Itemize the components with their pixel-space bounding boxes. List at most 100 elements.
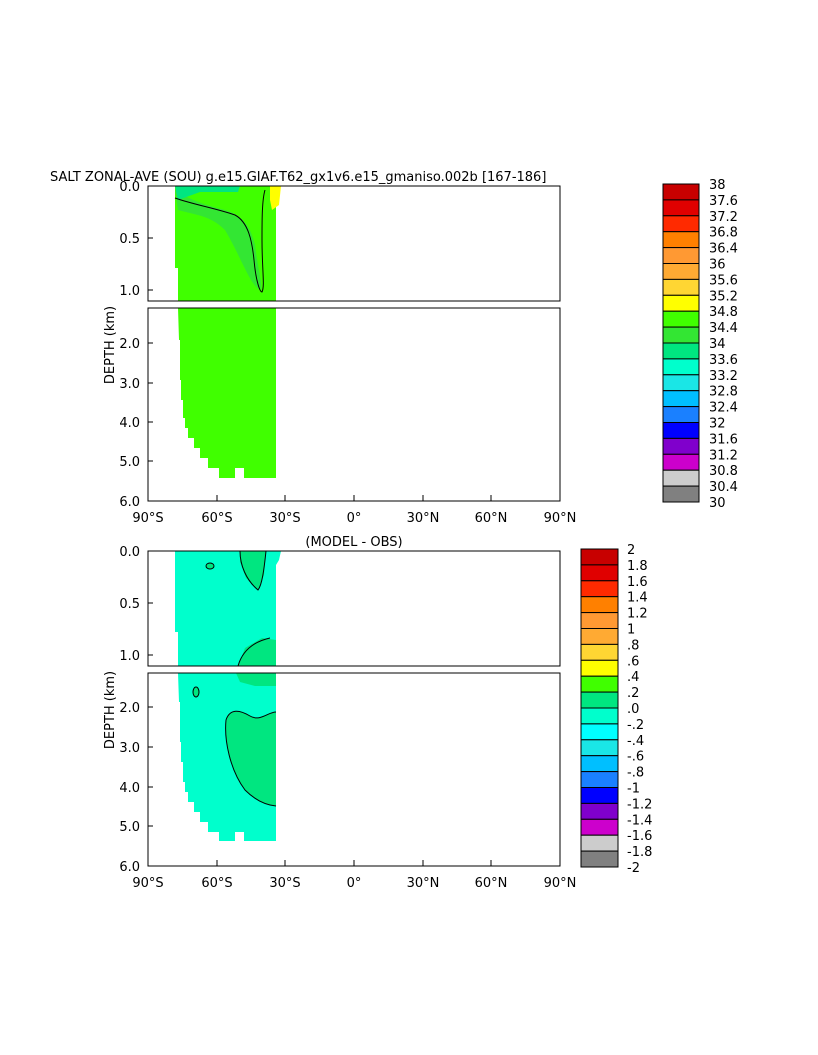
bottom-lower-green-region xyxy=(225,711,276,806)
bottom-upper-frame xyxy=(147,550,561,667)
colorbar-cell xyxy=(580,723,619,741)
top-xtick-6: 90°N xyxy=(544,511,577,526)
colorbar-cell xyxy=(580,612,619,629)
colorbar-cell xyxy=(662,469,700,487)
colorbar-label: 32.4 xyxy=(709,401,738,416)
colorbar-cell xyxy=(662,485,700,503)
colorbar-label: 1 xyxy=(627,623,635,638)
colorbar-label: .4 xyxy=(627,670,639,685)
colorbar-cell xyxy=(580,596,619,614)
bottom-xtick-6: 90°N xyxy=(544,876,577,891)
colorbar-cell xyxy=(580,771,619,788)
colorbar-cell xyxy=(662,437,700,455)
bottom-ytick-1: 0.5 xyxy=(119,597,140,612)
colorbar-cell xyxy=(662,199,700,217)
colorbar-cell xyxy=(580,691,619,709)
colorbar-label: 36.8 xyxy=(709,226,738,241)
colorbar-cell xyxy=(662,310,700,328)
top-ytick-2: 1.0 xyxy=(119,284,140,299)
colorbar-label: 1.8 xyxy=(627,559,648,574)
colorbar-label: 31.2 xyxy=(709,448,738,463)
colorbar-label: .0 xyxy=(627,702,639,717)
colorbar-label: 38 xyxy=(709,178,726,193)
colorbar-cell xyxy=(580,659,619,677)
top-ytick-6: 5.0 xyxy=(119,455,140,470)
top-xtick-3: 0° xyxy=(347,511,362,526)
colorbar-label: 37.2 xyxy=(709,210,738,225)
colorbar-label: -.8 xyxy=(627,766,644,781)
colorbar-label: 35.6 xyxy=(709,273,738,288)
colorbar-cell xyxy=(580,850,619,868)
top-ytick-7: 6.0 xyxy=(119,495,140,510)
bottom-ytick-7: 6.0 xyxy=(119,860,140,875)
top-upper-frame xyxy=(147,185,561,302)
colorbar-cell xyxy=(580,675,619,693)
colorbar-cell xyxy=(662,294,700,312)
bottom-ytick-2: 1.0 xyxy=(119,649,140,664)
top-xtick-5: 60°N xyxy=(475,511,508,526)
colorbar-cell xyxy=(662,215,700,233)
top-xtick-4: 30°N xyxy=(407,511,440,526)
top-ytick-4: 3.0 xyxy=(119,377,140,392)
colorbar-cell xyxy=(580,580,619,598)
colorbar-cell xyxy=(580,755,619,773)
colorbar-cell xyxy=(662,231,700,249)
colorbar-cell xyxy=(580,707,619,725)
colorbar-label: .2 xyxy=(627,686,639,701)
colorbar-label: 37.6 xyxy=(709,194,738,209)
colorbar-label: -.4 xyxy=(627,734,644,749)
colorbar-cell xyxy=(580,818,619,836)
bottom-upper-green-spot xyxy=(205,562,215,570)
colorbar-label: 36.4 xyxy=(709,242,738,257)
colorbar-label: -.6 xyxy=(627,750,644,765)
colorbar-label: -1.2 xyxy=(627,797,652,812)
colorbar-label: -1.8 xyxy=(627,845,652,860)
bottom-xtick-4: 30°N xyxy=(407,876,440,891)
top-upper-teal-region xyxy=(175,186,240,200)
colorbar-label: 32.8 xyxy=(709,385,738,400)
bottom-y-axis-label: DEPTH (km) xyxy=(103,671,118,749)
bottom-ytick-6: 5.0 xyxy=(119,820,140,835)
colorbar-label: 30.4 xyxy=(709,480,738,495)
colorbar-cell xyxy=(580,787,619,804)
colorbar-label: -1.6 xyxy=(627,829,652,844)
colorbar-label: .6 xyxy=(627,654,639,669)
colorbar-cell xyxy=(580,834,619,852)
colorbar-label: 2 xyxy=(627,543,635,558)
colorbar-cell xyxy=(662,390,700,408)
bottom-lower-green-spot xyxy=(192,686,200,698)
bottom-x-ticks xyxy=(147,860,561,866)
bottom-chart-title: (MODEL - OBS) xyxy=(305,535,402,550)
bottom-ytick-4: 3.0 xyxy=(119,741,140,756)
top-upper-field xyxy=(174,186,281,301)
colorbar-cell xyxy=(662,278,700,296)
top-ytick-1: 0.5 xyxy=(119,232,140,247)
colorbar-cell xyxy=(580,548,619,566)
colorbar-label: -1 xyxy=(627,782,640,797)
top-colorbar: 3837.637.236.836.43635.635.234.834.43433… xyxy=(662,178,738,511)
colorbar-label: 34 xyxy=(709,337,726,352)
top-upper-yellow-region xyxy=(270,186,281,210)
colorbar-label: 36 xyxy=(709,258,726,273)
colorbar-label: .8 xyxy=(627,638,639,653)
colorbar-label: 1.6 xyxy=(627,575,648,590)
colorbar-label: 35.2 xyxy=(709,289,738,304)
bottom-y-ticks xyxy=(148,550,153,867)
colorbar-cell xyxy=(580,802,619,820)
colorbar-label: 1.4 xyxy=(627,591,648,606)
colorbar-cell xyxy=(662,453,700,471)
bottom-colorbar: 21.81.61.41.21.8.6.4.2.0-.2-.4-.6-.8-1-1… xyxy=(580,543,652,876)
bottom-chart: (MODEL - OBS) 0.0 0.5 1.0 2.0 3.0 xyxy=(103,535,652,891)
colorbar-cell xyxy=(662,247,700,265)
bottom-ytick-5: 4.0 xyxy=(119,781,140,796)
bottom-upper-green-region-1 xyxy=(240,551,266,590)
colorbar-label: 33.2 xyxy=(709,369,738,384)
top-xtick-0: 90°S xyxy=(132,511,163,526)
bottom-lower-contour xyxy=(225,710,277,807)
colorbar-cell xyxy=(662,422,700,439)
bottom-xtick-0: 90°S xyxy=(132,876,163,891)
colorbar-label: 34.4 xyxy=(709,321,738,336)
colorbar-label: 31.6 xyxy=(709,432,738,447)
top-ytick-3: 2.0 xyxy=(119,337,140,352)
